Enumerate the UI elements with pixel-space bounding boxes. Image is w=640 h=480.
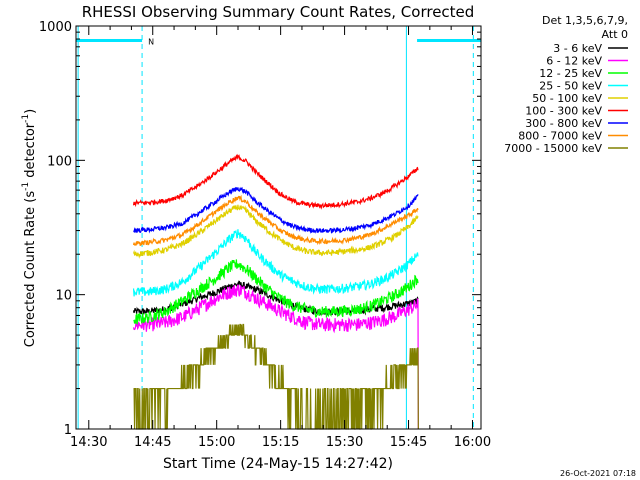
attenuator-bar-1 (417, 38, 481, 42)
x-tick-label-2: 15:00 (198, 435, 235, 450)
x-tick-label-1: 14:45 (134, 435, 171, 450)
plot-frame (75, 25, 482, 430)
y-axis-label-part1: Corrected Count Rate (s (23, 191, 38, 348)
series-line-1 (132, 284, 419, 430)
legend-label-2: 12 - 25 keV (539, 67, 602, 80)
x-tick-label-0: 14:30 (70, 435, 107, 450)
y-tick-label-2: 100 (47, 154, 72, 169)
plot-area: N (76, 26, 481, 430)
x-tick-label-4: 15:30 (326, 435, 363, 450)
y-axis-label-sup2: -1 (21, 114, 31, 123)
y-tick-label-3: 1000 (39, 20, 72, 35)
y-tick-label-1: 10 (55, 289, 72, 304)
x-tick-label-6: 16:00 (454, 435, 491, 450)
legend-label-1: 6 - 12 keV (546, 55, 602, 68)
series-line-7 (132, 194, 419, 247)
x-axis-label: Start Time (24-May-15 14:27:42) (163, 456, 393, 472)
y-axis-label: Corrected Count Rate (s-1 detector-1) (21, 109, 38, 347)
series-line-5 (132, 153, 419, 210)
y-axis-label-part3: ) (23, 109, 38, 114)
footer-timestamp: 26-Oct-2021 07:18 (560, 469, 636, 478)
y-axis: 1 10 100 1000 (39, 20, 481, 438)
attenuator-label: N (148, 37, 154, 46)
series-line-6 (133, 186, 419, 234)
series-line-3 (132, 229, 419, 297)
legend-label-8: 7000 - 15000 keV (504, 142, 602, 155)
x-axis: 14:30 14:45 15:00 15:15 15:30 15:45 16:00 (70, 26, 491, 450)
series-line-4 (132, 204, 419, 259)
x-tick-label-3: 15:15 (262, 435, 299, 450)
legend-label-4: 50 - 100 keV (532, 92, 602, 105)
legend-label-3: 25 - 50 keV (539, 80, 602, 93)
y-axis-label-part2: detector (23, 122, 38, 182)
x-tick-label-5: 15:45 (390, 435, 427, 450)
chart-title: RHESSI Observing Summary Count Rates, Co… (82, 3, 475, 21)
legend-label-0: 3 - 6 keV (553, 42, 602, 55)
legend-label-6: 300 - 800 keV (525, 117, 602, 130)
legend-label-5: 100 - 300 keV (525, 105, 602, 118)
y-tick-label-0: 1 (64, 423, 72, 438)
legend-header-1: Det 1,3,5,6,7,9, (542, 14, 628, 27)
attenuator-bar-0 (76, 38, 143, 42)
legend-label-7: 800 - 7000 keV (518, 130, 602, 143)
y-axis-label-sup1: -1 (21, 182, 31, 191)
legend-header-2: Att 0 (602, 28, 628, 41)
series-line-2 (133, 259, 419, 325)
